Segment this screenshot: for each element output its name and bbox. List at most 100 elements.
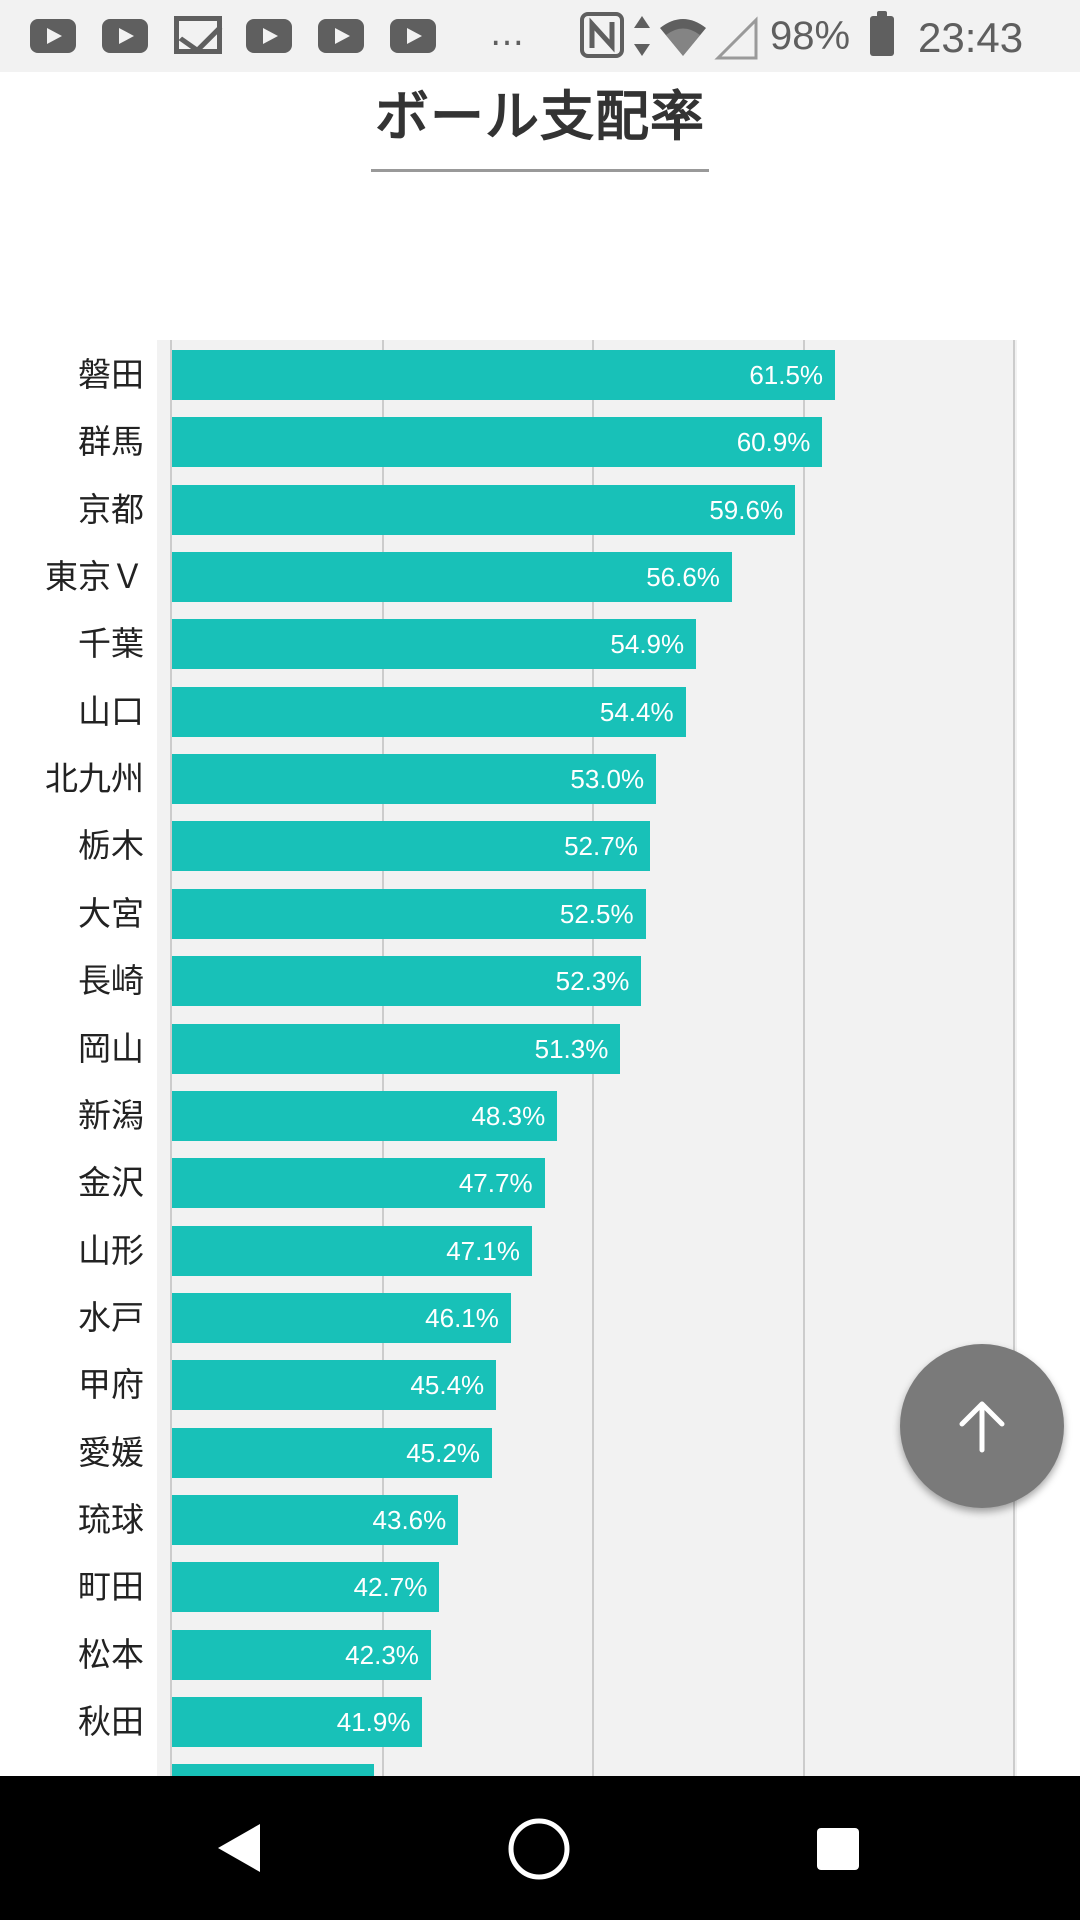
- category-label: 松本: [78, 1634, 144, 1674]
- data-label: 52.5%: [559, 898, 634, 929]
- bar: 45.2%: [172, 1427, 492, 1478]
- chart-row: 群馬 60.9%: [0, 417, 1080, 468]
- data-label: 42.3%: [345, 1639, 419, 1670]
- bar: 46.1%: [172, 1292, 511, 1343]
- category-label: 琉球: [78, 1499, 144, 1539]
- section-header: ボール支配率: [0, 72, 1080, 172]
- bar: 48.3%: [172, 1090, 558, 1141]
- data-label: 46.1%: [425, 1302, 499, 1333]
- gmail-icon: [174, 16, 222, 54]
- chart-row: 山形 47.1%: [0, 1225, 1080, 1276]
- youtube-icon: [102, 19, 148, 53]
- data-transfer-icon: [634, 16, 650, 56]
- chart-row: 新潟 48.3%: [0, 1090, 1080, 1141]
- data-label: 59.6%: [709, 494, 784, 525]
- bar: 43.6%: [172, 1494, 459, 1545]
- category-label: 長崎: [78, 961, 144, 1001]
- scroll-to-top-button[interactable]: [900, 1344, 1064, 1508]
- chart-row: 東京Ｖ 56.6%: [0, 552, 1080, 603]
- chart-row: 京都 59.6%: [0, 484, 1080, 535]
- category-label: 町田: [78, 1567, 144, 1607]
- chart-row: 磐田 61.5%: [0, 350, 1080, 400]
- data-label: 54.9%: [610, 629, 685, 660]
- bar: 42.3%: [172, 1629, 431, 1680]
- category-label: 山形: [78, 1230, 144, 1270]
- bar: 41.9%: [172, 1697, 423, 1747]
- chart-row: 千葉 54.9%: [0, 619, 1080, 670]
- data-label: 61.5%: [749, 360, 824, 390]
- youtube-icon: [390, 19, 436, 53]
- category-label: 金沢: [78, 1163, 144, 1203]
- data-label: 53.0%: [570, 764, 645, 795]
- chart-row: 甲府 45.4%: [0, 1360, 1080, 1411]
- bar: 42.7%: [172, 1562, 440, 1613]
- battery-percent: 98%: [770, 14, 851, 58]
- data-label: 42.7%: [353, 1572, 428, 1603]
- chart-row: 栃木 52.7%: [0, 821, 1080, 872]
- chart-row: 山口 54.4%: [0, 686, 1080, 737]
- back-icon[interactable]: [214, 1820, 264, 1876]
- bar: 53.0%: [172, 754, 657, 805]
- category-label: 水戸: [78, 1297, 144, 1337]
- category-label: 北九州: [45, 759, 144, 799]
- category-label: 新潟: [78, 1095, 144, 1135]
- category-label: 東京Ｖ: [45, 557, 144, 597]
- clock: 23:43: [918, 14, 1024, 61]
- bar-chart: 磐田 61.5% 群馬 60.9% 京都 59.6% 東京Ｖ 56.6% 千葉 54.9% 山口 54…: [0, 330, 1080, 1776]
- bar: 52.7%: [172, 821, 650, 872]
- data-label: 52.3%: [555, 966, 630, 997]
- data-label: 51.3%: [534, 1033, 609, 1064]
- category-label: 愛媛: [78, 1432, 144, 1472]
- bar: 59.6%: [172, 484, 796, 535]
- chart-row: 秋田 41.9%: [0, 1697, 1080, 1747]
- gridline: [1013, 340, 1015, 1776]
- overflow-icon: …: [490, 14, 526, 54]
- bar: 52.5%: [172, 888, 646, 939]
- category-label: 磐田: [78, 355, 144, 394]
- data-label: 45.2%: [406, 1437, 480, 1468]
- data-label: 47.1%: [446, 1235, 520, 1266]
- chart-row: 松本 42.3%: [0, 1629, 1080, 1680]
- cell-signal-icon: [714, 16, 758, 60]
- data-label: 60.9%: [736, 427, 811, 458]
- data-label: 52.7%: [564, 831, 638, 862]
- chart-row: 金沢 47.7%: [0, 1158, 1080, 1209]
- chart-row: 愛媛 45.2%: [0, 1427, 1080, 1478]
- category-label: 群馬: [78, 422, 144, 462]
- y-axis-line: [170, 340, 172, 1776]
- category-label: 岡山: [78, 1028, 144, 1068]
- chart-row: 琉球 43.6%: [0, 1494, 1080, 1545]
- category-label: 甲府: [78, 1365, 144, 1405]
- category-label: 千葉: [78, 624, 144, 664]
- system-icons: 98% 23:43: [580, 10, 1050, 62]
- status-bar: … 98% 23:43: [0, 0, 1080, 72]
- data-label: 41.9%: [336, 1707, 411, 1737]
- category-label: 山口: [78, 691, 144, 731]
- bar: 51.3%: [172, 1023, 621, 1074]
- bar: 56.6%: [172, 552, 732, 603]
- chart-row-partial: [0, 1764, 1080, 1776]
- category-label: 秋田: [78, 1702, 144, 1741]
- bar: 47.7%: [172, 1158, 545, 1209]
- page-title: ボール支配率: [371, 72, 709, 172]
- battery-icon: [870, 11, 894, 56]
- bar: 54.9%: [172, 619, 697, 670]
- youtube-icon: [246, 19, 292, 53]
- recents-icon[interactable]: [817, 1828, 859, 1870]
- data-label: 54.4%: [599, 696, 674, 727]
- bar: 60.9%: [172, 417, 823, 468]
- chart-row: 水戸 46.1%: [0, 1292, 1080, 1343]
- bar: 52.3%: [172, 956, 642, 1007]
- chart-row: 岡山 51.3%: [0, 1023, 1080, 1074]
- chart-row: 町田 42.7%: [0, 1562, 1080, 1613]
- category-label: 栃木: [78, 826, 144, 866]
- home-icon[interactable]: [506, 1816, 572, 1882]
- chart-row: 大宮 52.5%: [0, 888, 1080, 939]
- bar: 54.4%: [172, 686, 686, 737]
- bar: 47.1%: [172, 1225, 532, 1276]
- category-label: 大宮: [78, 893, 144, 933]
- data-label: 47.7%: [458, 1168, 533, 1199]
- nfc-icon: [580, 12, 624, 58]
- youtube-icon: [30, 19, 76, 53]
- navigation-bar: [0, 1776, 1080, 1920]
